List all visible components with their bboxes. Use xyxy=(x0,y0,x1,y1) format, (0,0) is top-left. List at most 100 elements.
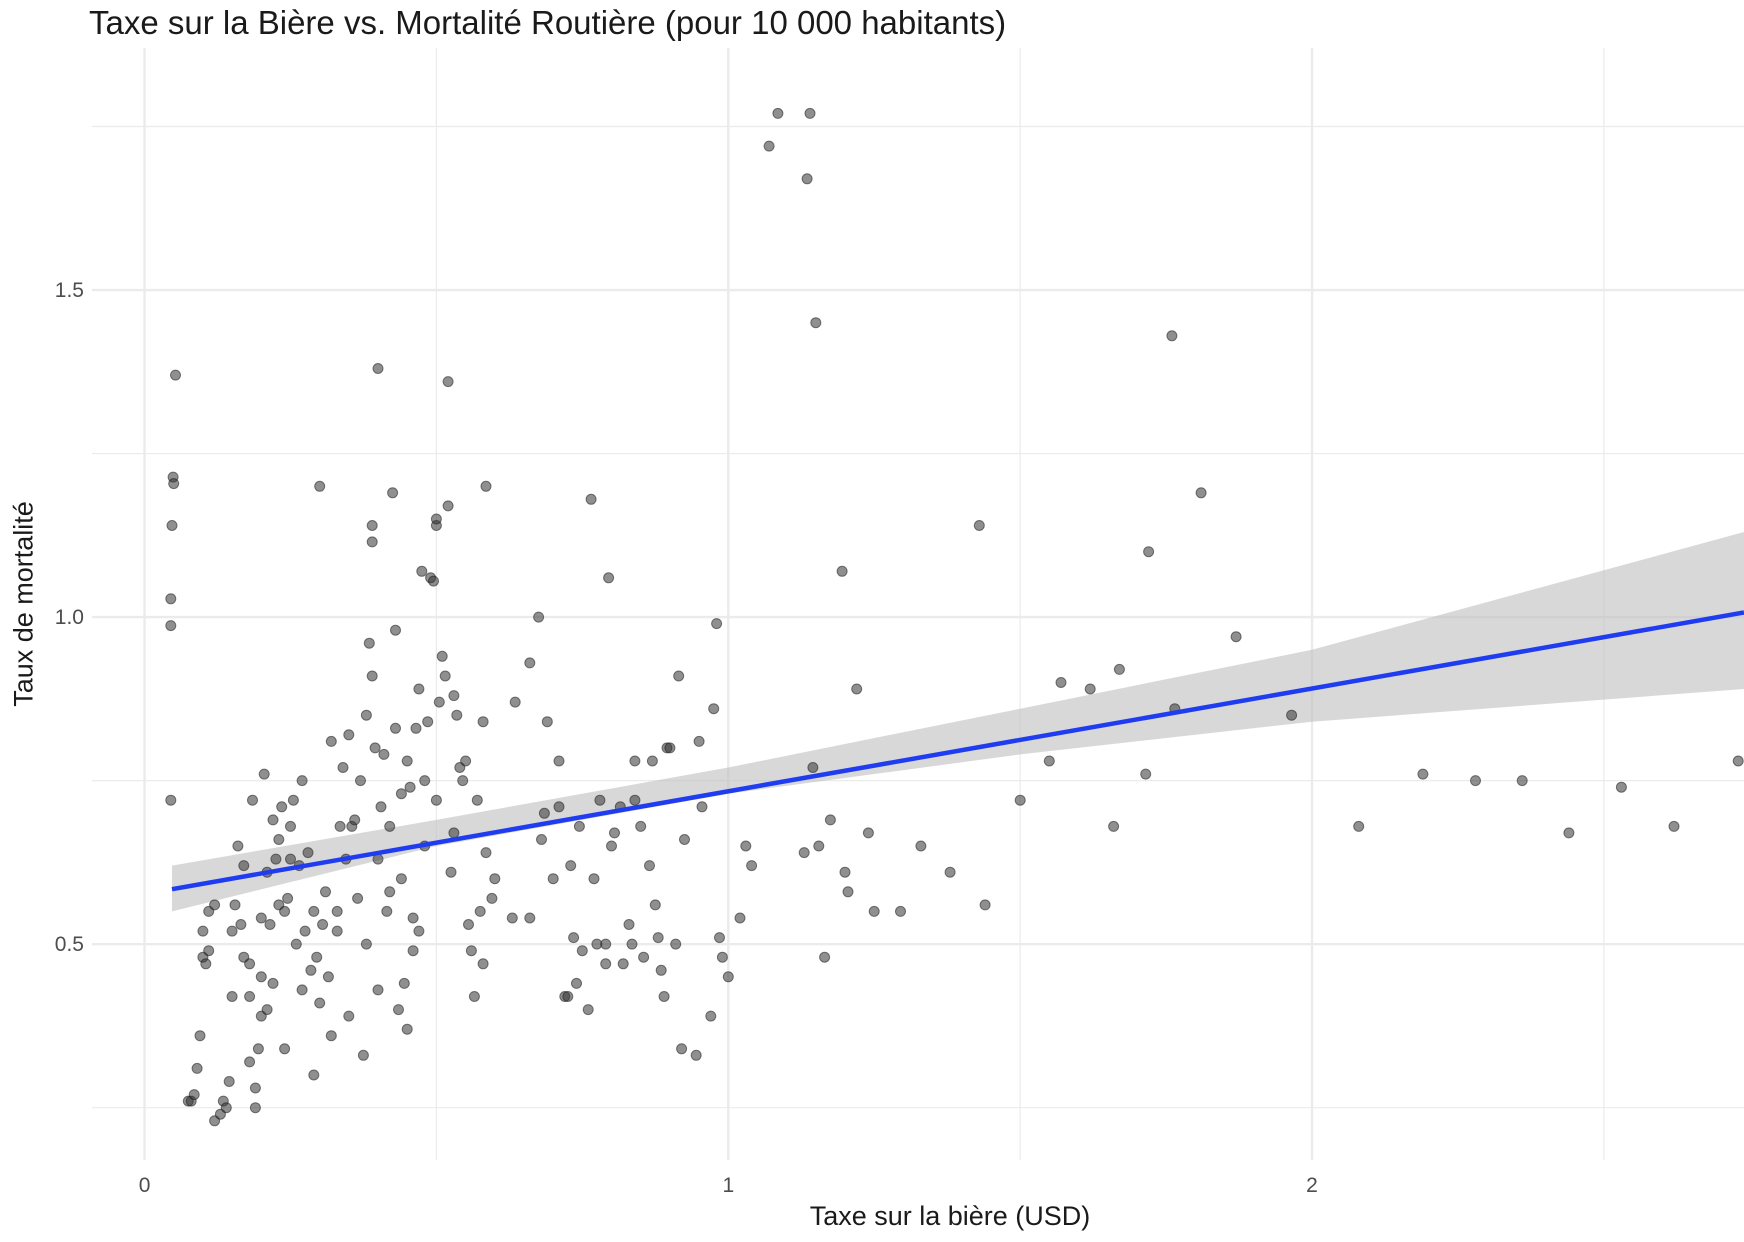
data-point xyxy=(395,873,407,885)
data-point xyxy=(646,755,658,767)
data-point xyxy=(349,814,361,826)
x-axis-title: Taxe sur la bière (USD) xyxy=(809,1201,1091,1231)
data-point xyxy=(337,762,349,773)
data-point xyxy=(652,932,664,944)
data-point xyxy=(1417,768,1429,780)
data-point xyxy=(282,892,294,904)
data-point xyxy=(533,611,545,623)
data-point xyxy=(285,853,296,865)
data-point xyxy=(302,847,314,859)
data-point xyxy=(541,716,553,728)
data-point xyxy=(468,991,480,1002)
data-point xyxy=(255,912,267,924)
data-point xyxy=(600,938,612,950)
data-point xyxy=(451,709,463,721)
data-point xyxy=(1108,820,1120,832)
confidence-band-layer xyxy=(172,532,1744,912)
data-point xyxy=(401,1023,413,1035)
data-point xyxy=(200,958,212,970)
data-point xyxy=(188,1089,200,1101)
data-point xyxy=(413,925,425,937)
data-point xyxy=(1166,330,1178,342)
x-tick-label: 2 xyxy=(1306,1174,1318,1197)
data-point xyxy=(223,1076,235,1087)
data-point xyxy=(264,919,276,930)
data-point xyxy=(588,873,600,885)
data-point xyxy=(442,500,454,512)
regression-line-layer xyxy=(171,610,1744,892)
data-point xyxy=(1084,683,1096,695)
data-point xyxy=(244,958,256,970)
data-point xyxy=(463,919,474,930)
data-point xyxy=(334,820,346,832)
data-point xyxy=(422,716,434,728)
data-point xyxy=(448,827,460,839)
data-point xyxy=(471,794,483,806)
data-point xyxy=(711,618,723,630)
data-point xyxy=(360,709,372,721)
data-point xyxy=(705,1010,717,1022)
data-point xyxy=(740,840,752,852)
data-point xyxy=(714,932,725,944)
data-point xyxy=(433,696,445,708)
data-point xyxy=(290,938,302,950)
data-point xyxy=(360,938,372,950)
data-point xyxy=(480,847,492,859)
data-point xyxy=(655,964,667,976)
data-point xyxy=(165,620,177,632)
data-point xyxy=(746,860,758,872)
data-point xyxy=(763,140,775,152)
data-point xyxy=(538,807,550,819)
y-tick-label: 1.0 xyxy=(55,606,84,629)
data-point xyxy=(407,945,419,957)
data-point xyxy=(629,755,641,767)
data-point xyxy=(609,827,620,839)
data-point xyxy=(232,840,244,852)
data-point xyxy=(836,565,848,577)
data-point xyxy=(1014,794,1026,806)
data-point xyxy=(708,703,720,715)
data-point xyxy=(372,984,384,996)
data-point xyxy=(325,1030,337,1042)
data-point xyxy=(696,801,708,813)
data-point xyxy=(203,945,215,957)
data-point xyxy=(1143,546,1155,558)
data-point xyxy=(322,971,334,983)
data-point xyxy=(285,820,296,832)
data-point xyxy=(308,1069,320,1081)
regression-line xyxy=(171,610,1744,892)
data-point xyxy=(314,480,326,492)
data-point xyxy=(1230,631,1242,643)
data-point xyxy=(457,775,469,787)
data-point xyxy=(194,1030,206,1042)
data-point xyxy=(249,1082,261,1094)
data-point xyxy=(1140,768,1152,780)
data-point xyxy=(244,1056,256,1068)
data-point xyxy=(1286,709,1298,721)
data-point xyxy=(390,722,401,734)
data-point xyxy=(209,899,221,911)
data-point xyxy=(862,827,874,839)
data-point xyxy=(638,951,650,963)
data-point xyxy=(436,650,448,662)
data-point xyxy=(296,775,308,787)
data-point xyxy=(270,853,282,865)
data-point xyxy=(679,834,690,845)
data-point xyxy=(1055,677,1067,688)
data-point xyxy=(734,912,746,924)
data-point xyxy=(363,637,375,649)
data-point xyxy=(693,735,705,747)
data-point xyxy=(673,670,685,682)
data-point xyxy=(413,683,425,695)
data-point xyxy=(430,513,442,525)
data-point xyxy=(165,593,177,605)
data-point xyxy=(419,775,431,787)
data-point xyxy=(585,493,597,505)
data-point xyxy=(252,1043,264,1055)
data-point xyxy=(716,951,728,963)
data-point xyxy=(375,801,387,813)
data-point xyxy=(355,775,366,787)
data-point xyxy=(366,520,378,531)
data-point xyxy=(325,735,337,747)
data-point xyxy=(442,376,454,388)
